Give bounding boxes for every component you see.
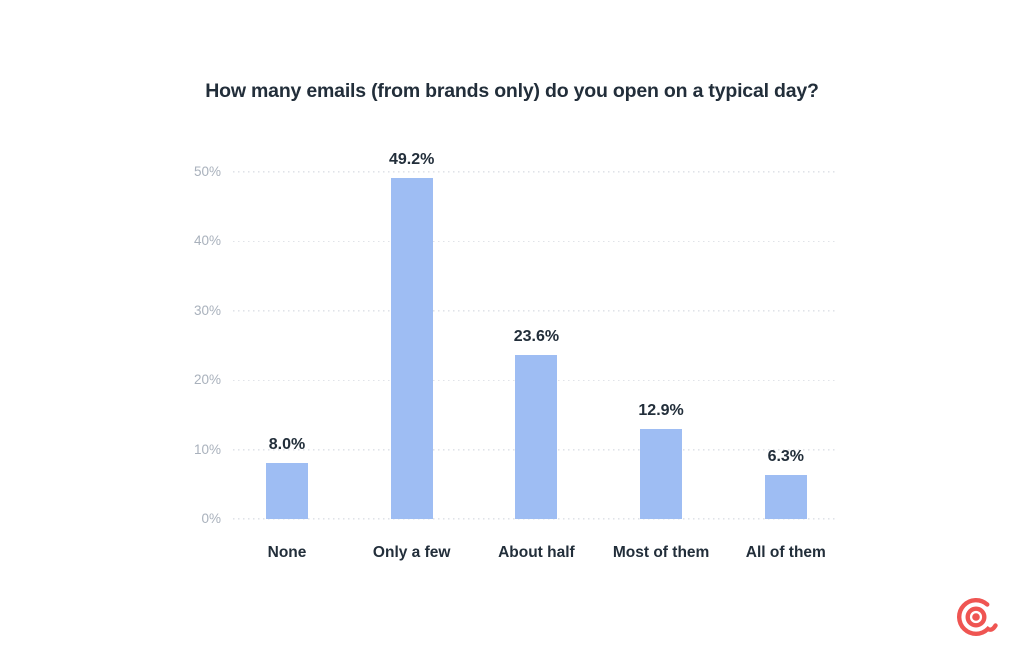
logo-inner-ring xyxy=(965,606,987,628)
logo-center-dot xyxy=(972,613,980,621)
bar-about-half xyxy=(515,355,558,519)
y-axis-tick-label: 10% xyxy=(193,441,221,457)
y-axis-tick-label: 0% xyxy=(201,511,221,526)
y-axis-tick-label: 50% xyxy=(193,164,221,179)
value-label: 49.2% xyxy=(389,150,435,168)
gridline xyxy=(233,518,838,520)
gridline xyxy=(233,240,838,243)
bar-only-a-few xyxy=(390,177,433,519)
gridline xyxy=(233,171,838,173)
chart-title: How many emails (from brands only) do yo… xyxy=(205,80,819,102)
value-label: 23.6% xyxy=(513,328,560,346)
category-label-all-of-them: All of them xyxy=(745,544,826,561)
omnisend-logo xyxy=(957,598,998,636)
y-axis-tick-label: 20% xyxy=(193,372,221,388)
bar-none xyxy=(266,463,308,519)
value-label: 6.3% xyxy=(767,448,805,466)
category-label-none: None xyxy=(267,544,307,561)
logo-outer-ring xyxy=(957,598,998,636)
bar-all-of-them xyxy=(764,475,807,519)
category-label-most-of-them: Most of them xyxy=(612,544,710,561)
category-label-only-a-few: Only a few xyxy=(372,544,451,561)
y-axis-tick-label: 40% xyxy=(193,233,221,249)
value-label: 12.9% xyxy=(638,402,684,420)
plot-area: 0% 10% 20% 30% 40% 50% 8.0% None 49.2% Only a few… xyxy=(194,151,838,561)
y-axis-tick-label: 30% xyxy=(193,302,221,318)
gridline xyxy=(233,309,838,312)
bar-most-of-them xyxy=(640,429,683,519)
value-label: 8.0% xyxy=(268,436,306,454)
category-label-about-half: About half xyxy=(498,544,575,561)
